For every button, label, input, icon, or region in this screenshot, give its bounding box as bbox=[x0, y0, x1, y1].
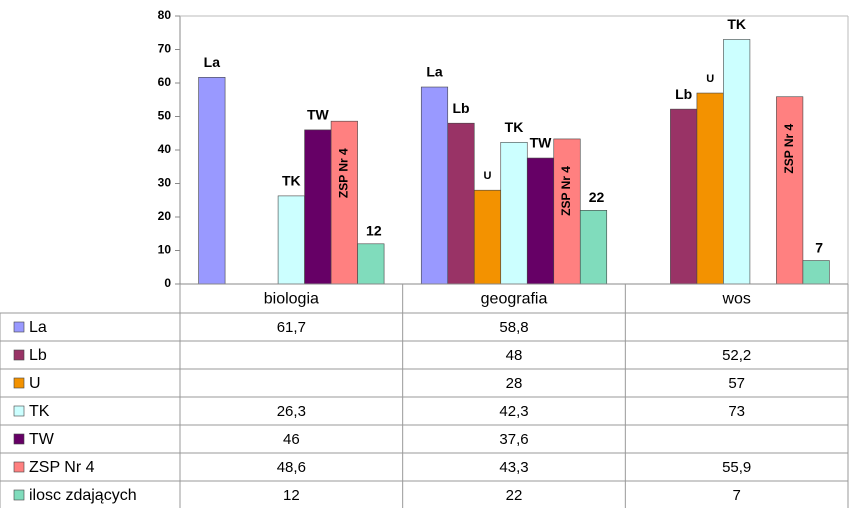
bar bbox=[802, 260, 830, 285]
bar bbox=[420, 86, 449, 285]
bar-label: ZSP Nr 4 bbox=[559, 166, 573, 216]
bar-label: 22 bbox=[589, 189, 605, 205]
table-cell: 26,3 bbox=[277, 403, 306, 420]
bar bbox=[579, 210, 608, 285]
bar bbox=[447, 122, 475, 285]
legend-label: ilosc zdających bbox=[29, 487, 137, 504]
table-cell: 7 bbox=[732, 487, 740, 504]
table-cell: 48,6 bbox=[277, 459, 306, 476]
bar-label: 7 bbox=[815, 239, 823, 255]
legend-swatch bbox=[13, 433, 25, 445]
table-cell: 22 bbox=[506, 487, 523, 504]
bar bbox=[500, 141, 528, 285]
x-tick-label: geografia bbox=[481, 291, 548, 308]
bar-label: TK bbox=[282, 173, 301, 189]
bar bbox=[198, 77, 226, 285]
bar-label: Lb bbox=[452, 100, 469, 116]
bar bbox=[670, 108, 698, 285]
bar-label: La bbox=[204, 54, 221, 70]
bar bbox=[304, 129, 332, 285]
y-tick-label: 50 bbox=[158, 109, 172, 123]
bar bbox=[526, 157, 555, 285]
table-cell: 52,2 bbox=[722, 347, 751, 364]
table-cell: 28 bbox=[506, 375, 523, 392]
y-tick-label: 10 bbox=[158, 243, 172, 257]
x-tick-label: biologia bbox=[264, 291, 319, 308]
y-tick-label: 40 bbox=[158, 142, 172, 156]
legend-label: U bbox=[29, 375, 41, 392]
bar bbox=[776, 96, 804, 285]
table-cell: 55,9 bbox=[722, 459, 751, 476]
bar bbox=[723, 39, 751, 285]
legend-swatch bbox=[13, 461, 25, 473]
x-tick-label: wos bbox=[721, 291, 750, 308]
table-cell: 57 bbox=[728, 375, 745, 392]
table-cell: 46 bbox=[283, 431, 300, 448]
bar bbox=[553, 138, 581, 285]
table-cell: 73 bbox=[728, 403, 745, 420]
table-cell: 61,7 bbox=[277, 319, 306, 336]
legend-swatch bbox=[13, 321, 25, 333]
bar-label: ZSP Nr 4 bbox=[337, 148, 351, 198]
legend-swatch bbox=[13, 489, 25, 501]
legend-swatch bbox=[13, 377, 25, 389]
legend-label: TW bbox=[29, 431, 55, 448]
y-tick-label: 30 bbox=[158, 176, 172, 190]
bar-label: TW bbox=[307, 107, 330, 123]
bar-label: TW bbox=[530, 135, 553, 151]
y-tick-label: 20 bbox=[158, 209, 172, 223]
bar bbox=[696, 92, 724, 285]
y-tick-label: 60 bbox=[158, 75, 172, 89]
bar-label: TK bbox=[727, 16, 746, 32]
bar-label: Lb bbox=[675, 86, 692, 102]
table-cell: 12 bbox=[283, 487, 300, 504]
legend-label: ZSP Nr 4 bbox=[29, 459, 95, 476]
legend-swatch bbox=[13, 405, 25, 417]
y-tick-label: 0 bbox=[164, 276, 171, 290]
table-cell: 43,3 bbox=[499, 459, 528, 476]
legend-label: TK bbox=[29, 403, 50, 420]
bar-label: La bbox=[426, 64, 443, 80]
legend-label: Lb bbox=[29, 347, 47, 364]
bar bbox=[277, 195, 305, 285]
y-tick-label: 80 bbox=[158, 8, 172, 22]
bar-label: TK bbox=[505, 119, 524, 135]
bar bbox=[357, 243, 385, 285]
bar-label: 12 bbox=[366, 223, 382, 239]
bar-label: U bbox=[484, 170, 492, 182]
bar-label: U bbox=[706, 73, 714, 85]
table-cell: 58,8 bbox=[499, 319, 528, 336]
bar bbox=[473, 189, 502, 285]
table-cell: 37,6 bbox=[499, 431, 528, 448]
bar bbox=[330, 120, 358, 285]
table-cell: 48 bbox=[506, 347, 523, 364]
bar-label: ZSP Nr 4 bbox=[782, 124, 796, 174]
y-tick-label: 70 bbox=[158, 42, 172, 56]
legend-label: La bbox=[29, 319, 47, 336]
table-cell: 42,3 bbox=[499, 403, 528, 420]
legend-swatch bbox=[13, 349, 25, 361]
